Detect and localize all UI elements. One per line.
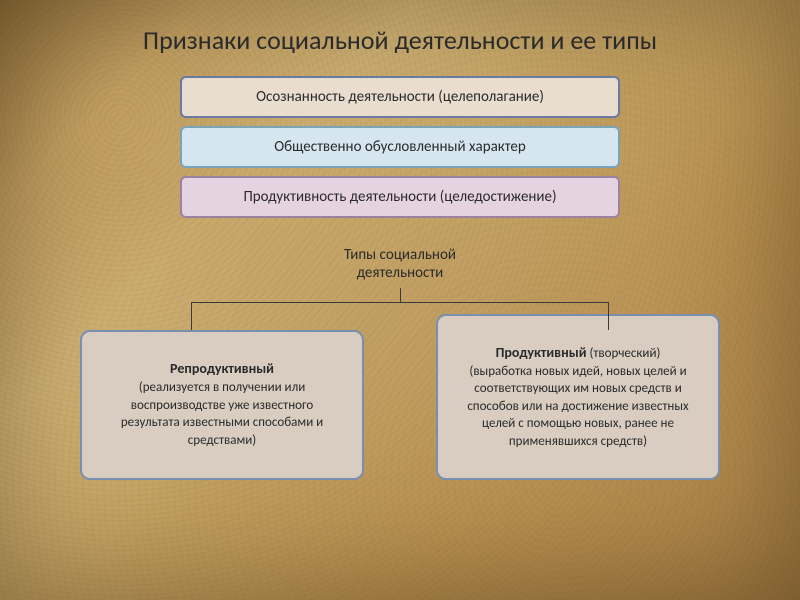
types-subtitle: Типы социальной деятельности <box>0 246 800 282</box>
signs-list: Осознанность деятельности (целеполагание… <box>0 76 800 218</box>
subtitle-line: Типы социальной <box>0 246 800 264</box>
subtitle-line: деятельности <box>0 264 800 282</box>
type-title: Репродуктивный <box>170 360 274 377</box>
type-productive: Продуктивный (творческий) (выработка нов… <box>436 314 720 480</box>
sign-item: Общественно обусловленный характер <box>180 126 620 168</box>
type-body: (выработка новых идей, новых целей и соо… <box>456 363 700 451</box>
type-reproductive: Репродуктивный (реализуется в получении … <box>80 330 364 480</box>
page-title: Признаки социальной деятельности и ее ти… <box>0 0 800 76</box>
tree-connector <box>191 288 609 330</box>
type-title: Продуктивный <box>496 344 587 361</box>
types-row: Репродуктивный (реализуется в получении … <box>0 330 800 480</box>
type-subtitle: (творческий) <box>587 346 661 361</box>
sign-item: Продуктивность деятельности (целедостиже… <box>180 176 620 218</box>
type-body: (реализуется в получении или воспроизвод… <box>100 379 344 449</box>
sign-item: Осознанность деятельности (целеполагание… <box>180 76 620 118</box>
